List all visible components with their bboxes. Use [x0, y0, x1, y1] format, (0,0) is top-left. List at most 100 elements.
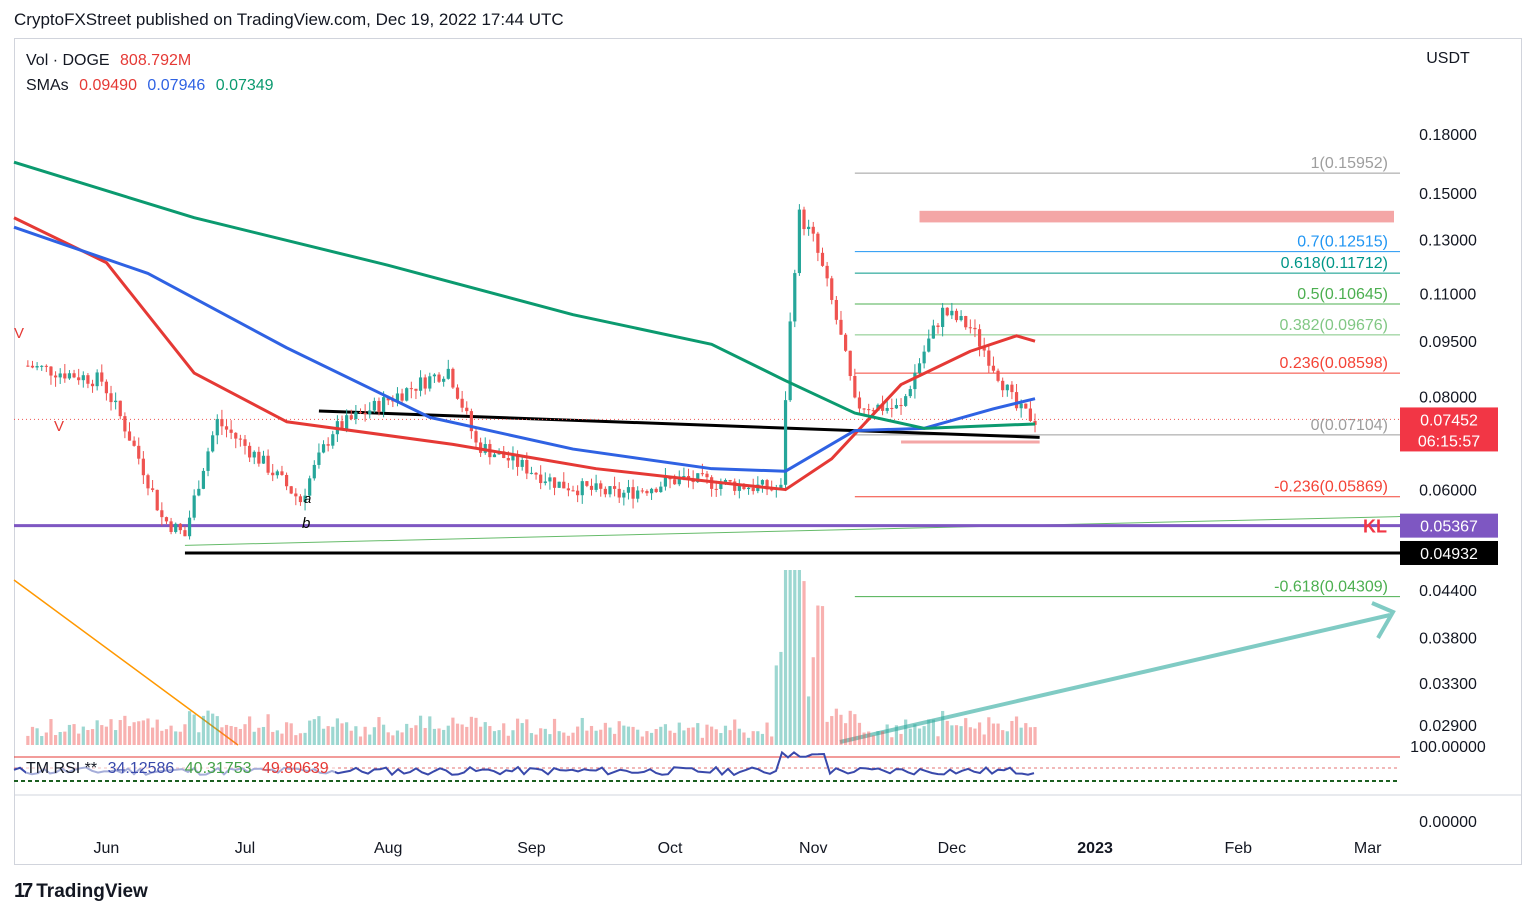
candle-body: [340, 421, 344, 429]
candle-body: [654, 488, 658, 493]
candle-body: [35, 366, 39, 368]
candle-body: [506, 458, 510, 461]
volume-bar: [589, 725, 594, 745]
volume-bar: [502, 723, 506, 745]
candle-body: [192, 495, 196, 518]
candle-body: [945, 307, 949, 316]
candle-body: [155, 489, 159, 511]
candle-body: [1024, 403, 1028, 409]
volume-bar: [783, 570, 788, 745]
volume-bar: [520, 723, 524, 745]
volume-bar: [562, 732, 566, 745]
y-tick-label: 0.09500: [1419, 334, 1477, 351]
candle-body: [973, 327, 977, 330]
candle-body: [345, 415, 349, 429]
volume-bar: [797, 570, 801, 745]
candle-body: [405, 388, 409, 401]
volume-bar: [40, 736, 44, 745]
volume-bar: [543, 728, 547, 745]
volume-bar: [876, 731, 880, 745]
volume-bar: [358, 736, 363, 745]
candle-body: [788, 321, 792, 401]
candle-body: [451, 368, 455, 388]
y-tick-label: 0.11000: [1420, 286, 1477, 303]
volume-bar: [386, 732, 390, 745]
publish-header: CryptoFXStreet published on TradingView.…: [14, 10, 564, 29]
candle-body: [1010, 384, 1014, 393]
volume-bar: [201, 715, 206, 745]
volume-bar: [455, 723, 460, 745]
candle-body: [469, 411, 473, 432]
candle-body: [437, 374, 441, 382]
volume-bar: [945, 720, 949, 745]
candle-body: [160, 510, 164, 518]
candle-body: [266, 455, 270, 473]
y-axis-title: USDT: [1426, 50, 1470, 67]
volume-bar: [908, 728, 912, 745]
candle-body: [298, 496, 303, 503]
candle-body: [871, 410, 875, 412]
candle-body: [802, 209, 806, 230]
volume-bar: [63, 731, 67, 745]
volume-bar: [104, 726, 108, 745]
candle-body: [557, 481, 561, 488]
y-tick-label: 0.06000: [1419, 483, 1477, 500]
candle-body: [737, 484, 741, 491]
volume-bar: [811, 657, 815, 745]
volume-bar: [474, 717, 478, 745]
x-tick-label: Jun: [94, 840, 120, 857]
volume-bar: [700, 737, 704, 745]
volume-bar: [871, 735, 875, 745]
volume-bar: [686, 727, 691, 745]
volume-bar: [788, 570, 792, 745]
volume-bar: [506, 735, 510, 745]
candle-body: [941, 307, 945, 327]
volume-bar: [959, 726, 963, 745]
volume-bar: [645, 731, 649, 745]
volume-bar: [599, 729, 603, 745]
descending-trendline: [13, 579, 239, 746]
candle-body: [543, 481, 547, 484]
fib-level-label: 1(0.15952): [1311, 155, 1388, 172]
volume-bar: [603, 722, 607, 745]
price-tag-value: 0.07452: [1420, 412, 1478, 429]
annotation-b: b: [302, 515, 310, 532]
volume-bar: [118, 720, 122, 745]
volume-bar: [465, 726, 469, 745]
volume-bar: [576, 726, 580, 745]
candle-body: [377, 400, 381, 413]
candle-body: [164, 517, 169, 522]
candle-body: [649, 488, 654, 494]
candle-body: [968, 327, 972, 329]
candle-body: [95, 372, 99, 387]
sma-label: SMAs: [26, 77, 69, 94]
candle-body: [991, 365, 996, 371]
volume-bar: [488, 726, 492, 745]
volume-bar: [626, 726, 631, 745]
candle-body: [525, 459, 529, 474]
volume-bar: [391, 735, 395, 745]
fib-level-label: 0.7(0.12515): [1297, 234, 1388, 251]
candle-body: [677, 476, 681, 485]
candle-body: [904, 396, 908, 406]
candle-body: [53, 375, 58, 378]
candle-body: [894, 405, 899, 409]
chart-frame: [14, 38, 1522, 865]
volume-bar: [81, 726, 85, 745]
sma-line-3: [13, 160, 1036, 430]
volume-bar: [432, 728, 437, 745]
rising-trendline: [184, 516, 1401, 546]
candle-body: [382, 397, 386, 413]
candle-body: [238, 438, 242, 440]
volume-bar: [155, 719, 159, 745]
resistance-zone: [919, 210, 1394, 223]
candle-body: [571, 490, 575, 492]
candle-body: [617, 488, 621, 498]
candle-body: [797, 209, 801, 274]
volume-bar: [437, 728, 441, 745]
tradingview-footer[interactable]: 17 TradingView: [14, 880, 148, 903]
volume-bar: [691, 727, 695, 745]
volume-bar: [77, 733, 81, 745]
volume-bar: [95, 720, 99, 745]
